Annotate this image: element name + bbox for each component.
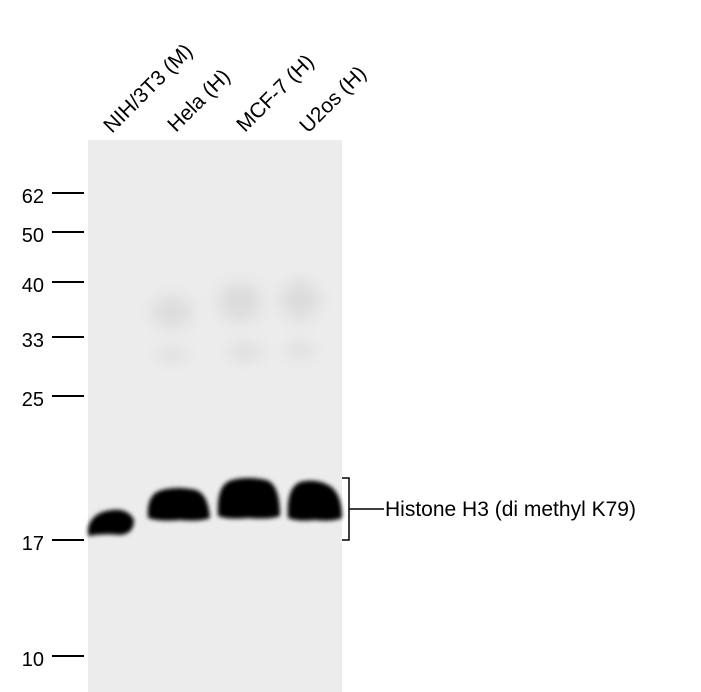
band-label: Histone H3 (di methyl K79) [385, 498, 636, 521]
marker-label: 40 [22, 275, 44, 297]
marker-label: 50 [22, 225, 44, 247]
band-bracket [342, 477, 384, 541]
background-smears [152, 280, 320, 361]
band-lane-1 [88, 509, 134, 536]
marker-label: 17 [22, 533, 44, 555]
marker-label: 25 [22, 389, 44, 411]
band-lane-3 [217, 478, 280, 519]
marker-label: 62 [22, 186, 44, 208]
blot-membrane [88, 140, 342, 692]
marker-label: 10 [22, 649, 44, 671]
marker-label: 33 [22, 330, 44, 352]
band-lane-2 [147, 488, 210, 521]
marker-ticks [52, 192, 84, 657]
protein-bands [88, 478, 342, 536]
band-lane-4 [287, 480, 342, 521]
